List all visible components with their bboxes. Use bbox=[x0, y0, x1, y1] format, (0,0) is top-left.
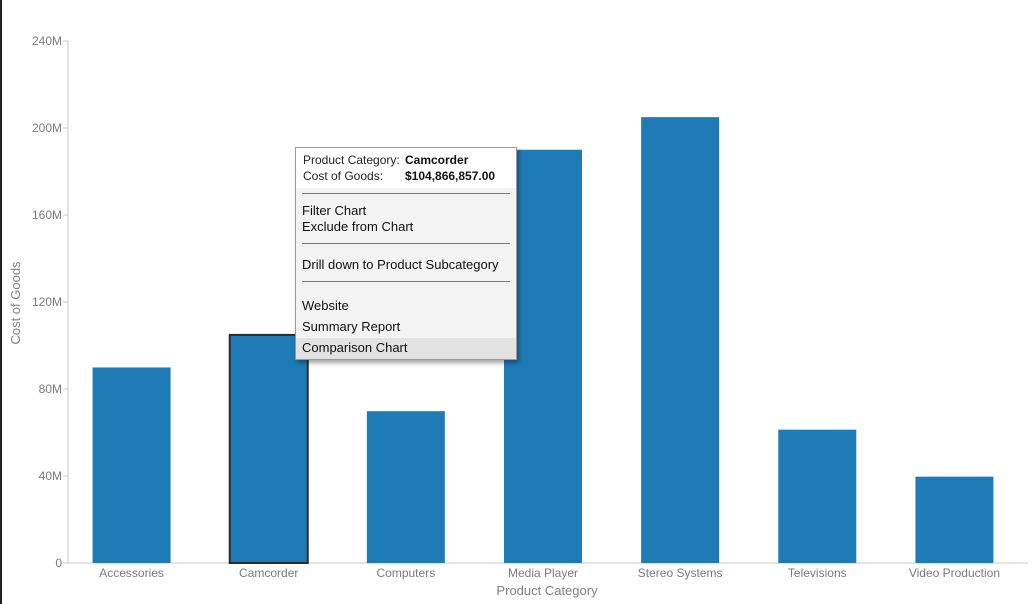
bar-context-menu: Product Category: Camcorder Cost of Good… bbox=[295, 147, 517, 360]
y-tick-label: 160M bbox=[32, 208, 62, 222]
x-tick-label: Televisions bbox=[788, 566, 847, 580]
menu-divider bbox=[302, 281, 510, 282]
y-tick-label: 80M bbox=[39, 382, 62, 396]
tooltip-row-category: Product Category: Camcorder bbox=[303, 152, 510, 168]
drill-down-menu-item[interactable]: Drill down to Product Subcategory bbox=[302, 257, 499, 272]
x-axis: Accessories Camcorder Computers Media Playe… bbox=[68, 562, 1028, 580]
bar[interactable] bbox=[778, 429, 857, 563]
tooltip-key: Cost of Goods: bbox=[303, 169, 384, 183]
website-menu-item[interactable]: Website bbox=[302, 298, 349, 313]
x-tick-label: Accessories bbox=[99, 566, 164, 580]
tooltip-value: Camcorder bbox=[405, 153, 469, 167]
exclude-from-chart-menu-item[interactable]: Exclude from Chart bbox=[302, 219, 414, 234]
tooltip-row-cost: Cost of Goods: $104,866,857.00 bbox=[303, 168, 510, 184]
x-tick-label: Video Production bbox=[909, 566, 1000, 580]
y-tick-label: 240M bbox=[32, 34, 62, 48]
filter-chart-menu-item[interactable]: Filter Chart bbox=[302, 203, 367, 218]
x-axis-title: Product Category bbox=[496, 583, 598, 598]
y-tick-label: 40M bbox=[39, 469, 62, 483]
y-axis-title: Cost of Goods bbox=[8, 261, 23, 345]
menu-divider bbox=[302, 243, 510, 244]
tooltip-info: Product Category: Camcorder Cost of Good… bbox=[296, 148, 516, 188]
summary-report-menu-item[interactable]: Summary Report bbox=[302, 319, 401, 334]
bar[interactable] bbox=[915, 476, 994, 563]
y-tick-label: 200M bbox=[32, 121, 62, 135]
bar[interactable] bbox=[366, 411, 445, 563]
y-tick-label: 120M bbox=[32, 295, 62, 309]
bar[interactable] bbox=[92, 367, 171, 563]
bar[interactable] bbox=[504, 149, 582, 563]
x-tick-label: Camcorder bbox=[239, 566, 298, 580]
comparison-chart-menu-item[interactable]: Comparison Chart bbox=[296, 338, 516, 359]
y-axis: 0 40M 80M 120M 160M 200M 240M bbox=[32, 34, 69, 570]
menu-divider bbox=[302, 193, 510, 194]
bars bbox=[92, 117, 994, 564]
bar-selected[interactable] bbox=[228, 333, 309, 564]
tooltip-key: Product Category: bbox=[303, 153, 400, 167]
x-tick-label: Computers bbox=[377, 566, 436, 580]
x-tick-label: Media Player bbox=[508, 566, 578, 580]
y-tick-label: 0 bbox=[55, 556, 62, 570]
bar[interactable] bbox=[641, 117, 720, 563]
tooltip-value: $104,866,857.00 bbox=[405, 169, 496, 183]
x-tick-label: Stereo Systems bbox=[638, 566, 723, 580]
